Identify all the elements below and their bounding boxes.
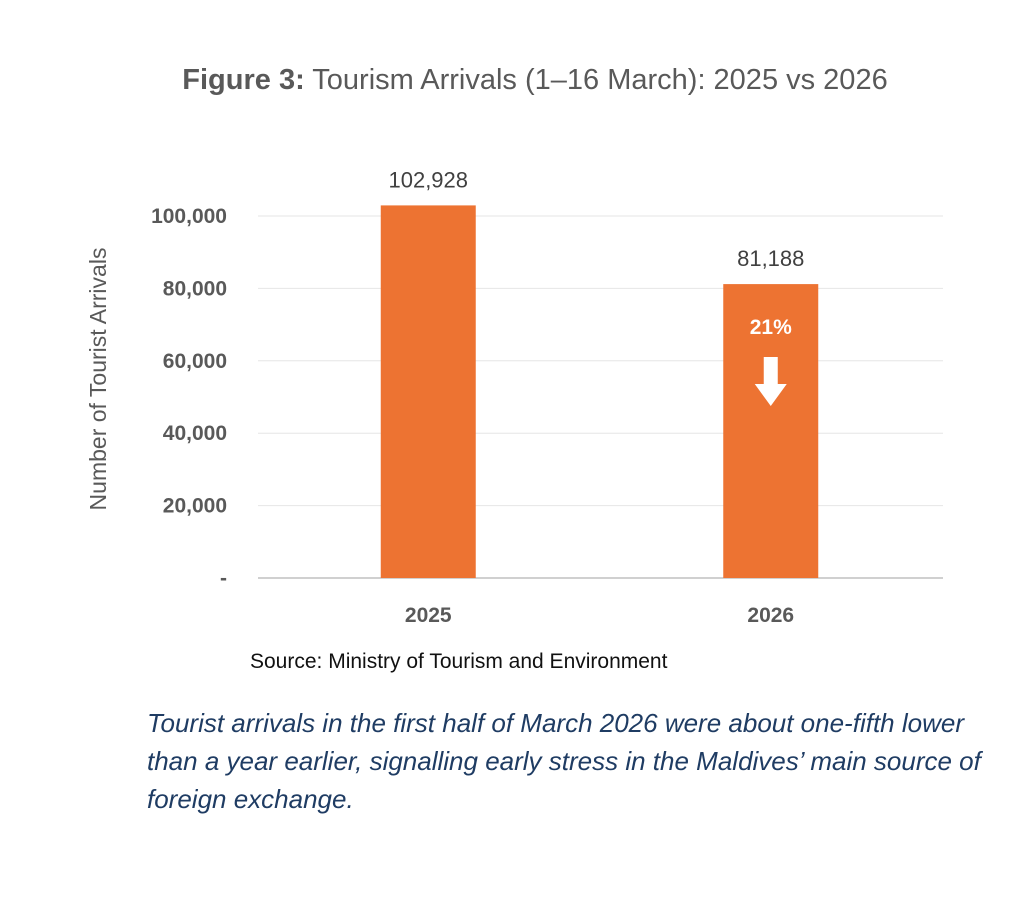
y-axis-label: Number of Tourist Arrivals (85, 248, 111, 511)
figure-label: Figure 3: (182, 64, 305, 96)
bar-2026 (723, 284, 819, 578)
change-annotation: 21% (750, 316, 792, 406)
gridlines (258, 215, 943, 579)
y-axis-ticks: - 20,000 40,000 60,000 80,000 100,000 (151, 205, 227, 590)
y-tick-label: 80,000 (163, 277, 227, 300)
change-percent-label: 21% (750, 316, 792, 339)
y-tick-label: 60,000 (163, 350, 227, 373)
y-tick-label: - (220, 567, 227, 590)
chart-caption: Tourist arrivals in the first half of Ma… (147, 708, 981, 814)
source-note: Source: Ministry of Tourism and Environm… (250, 650, 668, 673)
down-arrow-icon (754, 357, 787, 406)
figure-title-text: Tourism Arrivals (1–16 March): 2025 vs 2… (304, 64, 888, 96)
data-labels: 102,928 81,188 (388, 167, 804, 271)
bar-2025 (380, 205, 476, 578)
data-label: 81,188 (737, 246, 804, 271)
y-tick-label: 20,000 (163, 495, 227, 518)
x-tick-label: 2026 (747, 604, 794, 627)
x-tick-label: 2025 (405, 604, 452, 627)
bars (380, 205, 819, 578)
y-tick-label: 40,000 (163, 422, 227, 445)
chart-title: Figure 3: Tourism Arrivals (1–16 March):… (0, 64, 1024, 97)
data-label: 102,928 (388, 167, 468, 192)
x-axis-ticks: 2025 2026 (405, 604, 794, 627)
y-tick-label: 100,000 (151, 205, 227, 228)
